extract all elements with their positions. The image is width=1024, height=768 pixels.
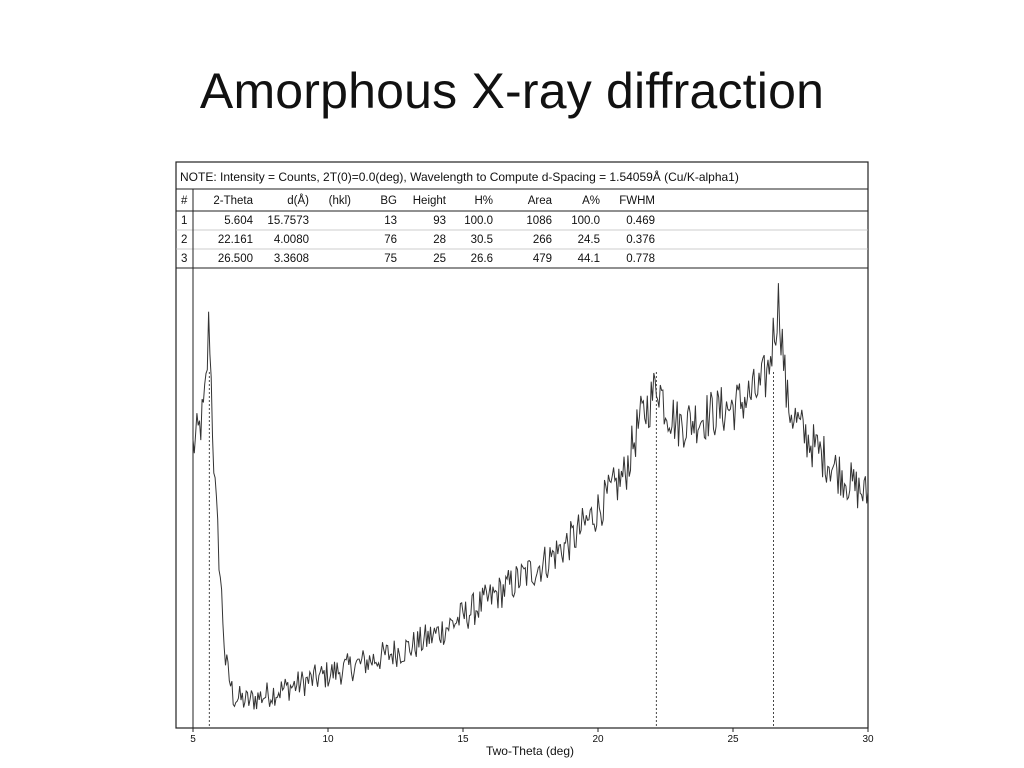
cell-2theta: 5.604 [224,215,253,227]
x-axis-label: Two-Theta (deg) [486,744,574,758]
x-tick-label: 30 [862,734,874,745]
peak-table-header: # 2-Theta d(Å) (hkl) BG Height H% Area A… [181,194,655,207]
cell-fwhm: 0.778 [626,253,655,265]
cell-d-spacing: 4.0080 [274,234,309,246]
peak-markers [208,372,774,726]
x-tick-label: 20 [592,734,604,745]
cell-bg: 13 [384,215,397,227]
col-header-fwhm: FWHM [619,195,655,207]
x-tick-label: 15 [457,734,469,745]
cell-area: 1086 [526,215,552,227]
cell-height: 28 [433,234,446,246]
cell-index: 1 [181,215,187,227]
col-header-height: Height [413,195,447,207]
cell-h-percent: 30.5 [471,234,493,246]
col-header-index: # [181,195,188,207]
cell-area: 479 [533,253,552,265]
cell-bg: 76 [384,234,397,246]
x-axis: 5 10 15 20 25 30 Two-Theta (deg) [190,727,874,758]
cell-index: 3 [181,253,187,265]
cell-2theta: 26.500 [218,253,253,265]
peak-table-body: 1 5.604 15.7573 13 93 100.0 1086 100.0 0.469 2 22.… [181,215,655,265]
col-header-a-percent: A% [582,195,600,207]
cell-d-spacing: 3.3608 [274,253,309,265]
figure-frame [175,161,869,729]
diffraction-trace [192,283,869,710]
figure-note: NOTE: Intensity = Counts, 2T(0)=0.0(deg)… [180,169,739,184]
cell-height: 93 [433,215,446,227]
col-header-2theta: 2-Theta [213,195,253,207]
x-tick-label: 10 [322,734,334,745]
cell-height: 25 [433,253,446,265]
cell-index: 2 [181,234,187,246]
cell-fwhm: 0.376 [626,234,655,246]
cell-d-spacing: 15.7573 [267,215,309,227]
cell-fwhm: 0.469 [626,215,655,227]
col-header-bg: BG [380,195,397,207]
col-header-area: Area [528,195,553,207]
cell-area: 266 [533,234,552,246]
cell-a-percent: 44.1 [578,253,600,265]
x-tick-label: 25 [727,734,739,745]
cell-2theta: 22.161 [218,234,253,246]
col-header-hkl: (hkl) [329,195,352,207]
x-tick-label: 5 [190,734,196,745]
cell-bg: 75 [384,253,397,265]
col-header-h-percent: H% [474,195,493,207]
slide-title: Amorphous X-ray diffraction [199,63,825,119]
cell-h-percent: 26.6 [471,253,493,265]
cell-a-percent: 24.5 [578,234,600,246]
cell-h-percent: 100.0 [464,215,493,227]
cell-a-percent: 100.0 [571,215,600,227]
col-header-d-spacing: d(Å) [287,194,309,207]
